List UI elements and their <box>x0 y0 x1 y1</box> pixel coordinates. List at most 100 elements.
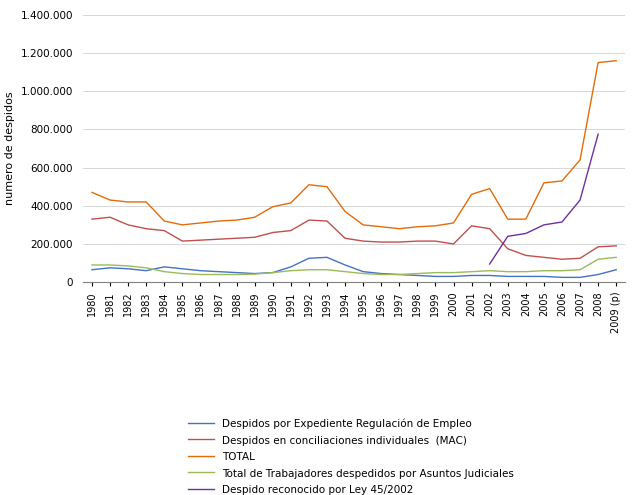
TOTAL <box>305 182 313 188</box>
Total de Trabajadores despedidos por Asuntos Judiciales <box>540 268 547 274</box>
Despidos por Expediente Regulación de Empleo <box>576 274 584 280</box>
Despidos por Expediente Regulación de Empleo <box>233 270 241 276</box>
Total de Trabajadores despedidos por Asuntos Judiciales <box>341 269 349 275</box>
Total de Trabajadores despedidos por Asuntos Judiciales <box>197 272 204 278</box>
Despidos por Expediente Regulación de Empleo <box>124 266 132 272</box>
Line: Total de Trabajadores despedidos por Asuntos Judiciales: Total de Trabajadores despedidos por Asu… <box>92 257 616 275</box>
Despidos por Expediente Regulación de Empleo <box>269 270 277 276</box>
TOTAL <box>341 208 349 214</box>
TOTAL <box>269 204 277 210</box>
Despidos por Expediente Regulación de Empleo <box>142 268 150 274</box>
Despidos por Expediente Regulación de Empleo <box>287 264 295 270</box>
Despidos en conciliaciones individuales  (MAC) <box>594 244 602 250</box>
TOTAL <box>323 184 330 190</box>
Despidos por Expediente Regulación de Empleo <box>377 271 385 277</box>
Despidos en conciliaciones individuales  (MAC) <box>179 238 186 244</box>
TOTAL <box>214 218 222 224</box>
TOTAL <box>612 58 620 64</box>
Total de Trabajadores despedidos por Asuntos Judiciales <box>576 267 584 273</box>
Total de Trabajadores despedidos por Asuntos Judiciales <box>179 271 186 277</box>
Despido reconocido por Ley 45/2002 <box>486 261 494 267</box>
Line: TOTAL: TOTAL <box>92 61 616 229</box>
Total de Trabajadores despedidos por Asuntos Judiciales <box>504 269 512 275</box>
TOTAL <box>450 220 457 226</box>
Despidos en conciliaciones individuales  (MAC) <box>486 226 494 232</box>
Despidos en conciliaciones individuales  (MAC) <box>287 228 295 234</box>
TOTAL <box>287 200 295 206</box>
Despidos en conciliaciones individuales  (MAC) <box>197 237 204 243</box>
Despidos en conciliaciones individuales  (MAC) <box>576 255 584 261</box>
Total de Trabajadores despedidos por Asuntos Judiciales <box>142 265 150 271</box>
Total de Trabajadores despedidos por Asuntos Judiciales <box>468 269 475 275</box>
Despidos en conciliaciones individuales  (MAC) <box>450 241 457 247</box>
Despidos por Expediente Regulación de Empleo <box>305 255 313 261</box>
TOTAL <box>431 223 439 229</box>
Despidos por Expediente Regulación de Empleo <box>214 269 222 275</box>
Despidos en conciliaciones individuales  (MAC) <box>269 230 277 236</box>
Total de Trabajadores despedidos por Asuntos Judiciales <box>396 272 403 278</box>
Total de Trabajadores despedidos por Asuntos Judiciales <box>359 271 367 277</box>
Despidos en conciliaciones individuales  (MAC) <box>305 217 313 223</box>
Despidos por Expediente Regulación de Empleo <box>359 269 367 275</box>
Despidos en conciliaciones individuales  (MAC) <box>431 238 439 244</box>
Despido reconocido por Ley 45/2002 <box>504 233 512 239</box>
Despidos por Expediente Regulación de Empleo <box>486 272 494 278</box>
Despidos en conciliaciones individuales  (MAC) <box>396 239 403 245</box>
Despidos en conciliaciones individuales  (MAC) <box>106 214 114 220</box>
Despidos en conciliaciones individuales  (MAC) <box>142 226 150 232</box>
Despidos por Expediente Regulación de Empleo <box>106 265 114 271</box>
Despidos en conciliaciones individuales  (MAC) <box>233 235 241 241</box>
Total de Trabajadores despedidos por Asuntos Judiciales <box>522 269 530 275</box>
Total de Trabajadores despedidos por Asuntos Judiciales <box>269 270 277 276</box>
TOTAL <box>179 222 186 228</box>
Despidos por Expediente Regulación de Empleo <box>323 254 330 260</box>
Total de Trabajadores despedidos por Asuntos Judiciales <box>558 268 566 274</box>
Despidos en conciliaciones individuales  (MAC) <box>504 246 512 251</box>
Total de Trabajadores despedidos por Asuntos Judiciales <box>612 254 620 260</box>
TOTAL <box>251 214 258 220</box>
Despidos por Expediente Regulación de Empleo <box>540 273 547 279</box>
Despidos en conciliaciones individuales  (MAC) <box>124 222 132 228</box>
Despidos por Expediente Regulación de Empleo <box>341 262 349 268</box>
Despidos por Expediente Regulación de Empleo <box>594 272 602 278</box>
Total de Trabajadores despedidos por Asuntos Judiciales <box>486 268 494 274</box>
TOTAL <box>504 216 512 222</box>
TOTAL <box>377 224 385 230</box>
TOTAL <box>413 224 421 230</box>
Total de Trabajadores despedidos por Asuntos Judiciales <box>88 262 96 268</box>
Total de Trabajadores despedidos por Asuntos Judiciales <box>106 262 114 268</box>
Despidos por Expediente Regulación de Empleo <box>413 272 421 278</box>
TOTAL <box>540 180 547 186</box>
Line: Despido reconocido por Ley 45/2002: Despido reconocido por Ley 45/2002 <box>490 134 598 264</box>
TOTAL <box>359 222 367 228</box>
Despidos en conciliaciones individuales  (MAC) <box>413 238 421 244</box>
Total de Trabajadores despedidos por Asuntos Judiciales <box>413 271 421 277</box>
TOTAL <box>396 226 403 232</box>
Total de Trabajadores despedidos por Asuntos Judiciales <box>431 270 439 276</box>
Despidos en conciliaciones individuales  (MAC) <box>468 223 475 229</box>
Despidos por Expediente Regulación de Empleo <box>504 273 512 279</box>
Despidos por Expediente Regulación de Empleo <box>468 272 475 278</box>
TOTAL <box>142 199 150 205</box>
Total de Trabajadores despedidos por Asuntos Judiciales <box>251 271 258 277</box>
Despidos por Expediente Regulación de Empleo <box>197 268 204 274</box>
TOTAL <box>233 217 241 223</box>
Line: Despidos en conciliaciones individuales  (MAC): Despidos en conciliaciones individuales … <box>92 217 616 259</box>
Total de Trabajadores despedidos por Asuntos Judiciales <box>450 270 457 276</box>
Despidos en conciliaciones individuales  (MAC) <box>377 239 385 245</box>
Despidos por Expediente Regulación de Empleo <box>558 274 566 280</box>
Total de Trabajadores despedidos por Asuntos Judiciales <box>214 272 222 278</box>
Despidos en conciliaciones individuales  (MAC) <box>160 228 168 234</box>
Despidos en conciliaciones individuales  (MAC) <box>88 216 96 222</box>
Despidos por Expediente Regulación de Empleo <box>450 273 457 279</box>
Despido reconocido por Ley 45/2002 <box>576 197 584 203</box>
TOTAL <box>106 197 114 203</box>
Despidos por Expediente Regulación de Empleo <box>612 267 620 273</box>
TOTAL <box>522 216 530 222</box>
Total de Trabajadores despedidos por Asuntos Judiciales <box>160 269 168 275</box>
Despidos por Expediente Regulación de Empleo <box>251 271 258 277</box>
Despidos en conciliaciones individuales  (MAC) <box>214 236 222 242</box>
TOTAL <box>197 220 204 226</box>
Despido reconocido por Ley 45/2002 <box>522 231 530 237</box>
Despidos en conciliaciones individuales  (MAC) <box>558 256 566 262</box>
